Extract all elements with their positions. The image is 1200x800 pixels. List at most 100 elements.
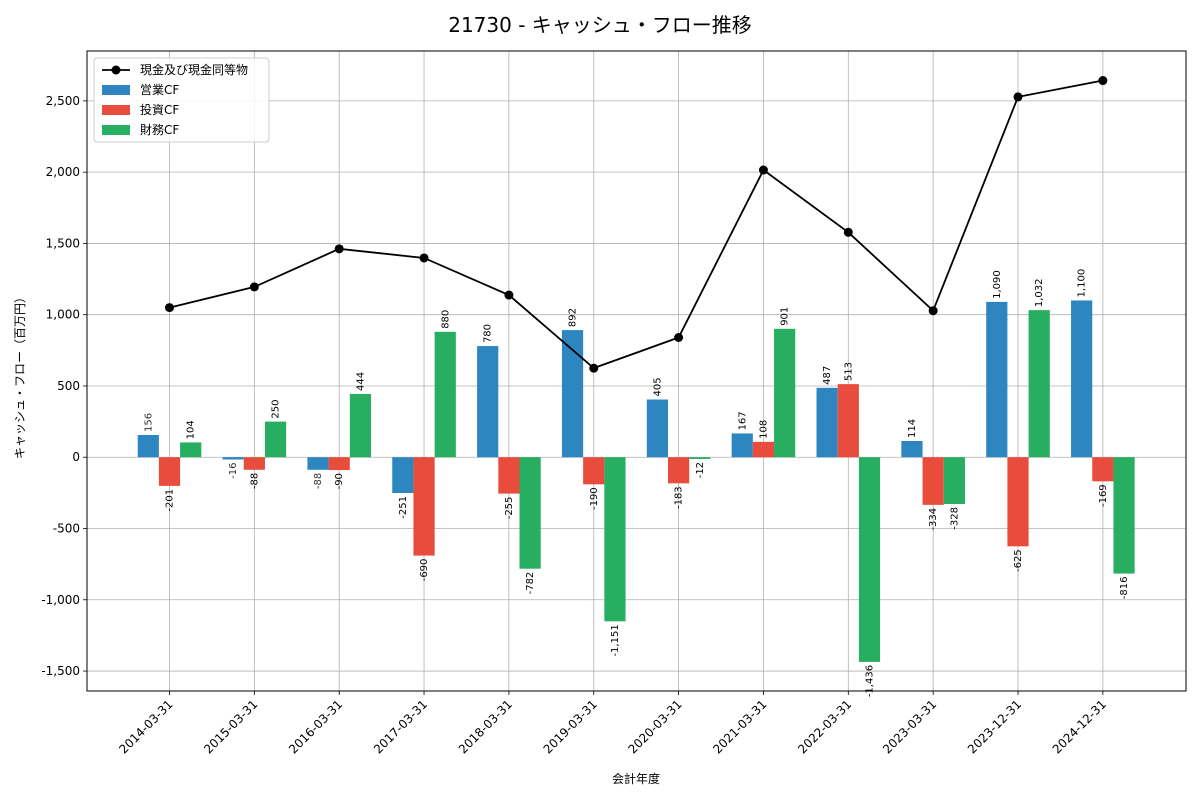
bar-financing bbox=[689, 457, 711, 459]
bar-value-label: -1,151 bbox=[610, 624, 621, 656]
legend-swatch bbox=[102, 85, 130, 95]
cash-point bbox=[1098, 76, 1108, 86]
bar-value-label: -690 bbox=[419, 559, 430, 582]
y-tick-label: -500 bbox=[53, 522, 80, 536]
bar-operating bbox=[901, 440, 923, 458]
cash-point bbox=[165, 303, 174, 313]
bar-investing bbox=[498, 457, 520, 494]
bar-financing bbox=[349, 393, 371, 458]
bar-value-label: -201 bbox=[165, 489, 176, 512]
x-tick-label: 2023-03-31 bbox=[880, 697, 939, 756]
x-tick-label: 2021-03-31 bbox=[710, 697, 769, 756]
bar-investing bbox=[752, 441, 775, 458]
bar-operating bbox=[1071, 300, 1093, 458]
legend-swatch bbox=[102, 125, 130, 135]
x-axis-label: 会計年度 bbox=[612, 771, 660, 786]
bar-financing bbox=[1113, 457, 1135, 574]
bar-investing bbox=[243, 457, 265, 470]
bar-investing bbox=[837, 384, 859, 458]
bar-value-label: 405 bbox=[652, 377, 663, 396]
bar-value-label: 513 bbox=[843, 362, 854, 381]
bar-value-label: 250 bbox=[271, 400, 282, 419]
bar-operating bbox=[986, 301, 1008, 458]
bar-value-label: -90 bbox=[334, 473, 345, 489]
cash-point bbox=[674, 333, 684, 343]
chart-title: 21730 - キャッシュ・フロー推移 bbox=[448, 13, 752, 37]
cash-point bbox=[504, 290, 514, 300]
bar-operating bbox=[392, 457, 414, 494]
x-tick-label: 2018-03-31 bbox=[456, 697, 515, 756]
bar-value-label: -190 bbox=[589, 487, 600, 510]
cash-point bbox=[249, 282, 259, 292]
bar-value-label: 780 bbox=[483, 324, 494, 343]
bar-financing bbox=[519, 457, 541, 569]
bar-value-label: -255 bbox=[504, 497, 515, 520]
legend-label: 投資CF bbox=[140, 102, 179, 117]
bar-financing bbox=[434, 331, 456, 458]
x-tick-label: 2017-03-31 bbox=[371, 697, 430, 756]
bar-investing bbox=[328, 457, 350, 471]
bar-value-label: 880 bbox=[440, 310, 451, 329]
bar-value-label: 108 bbox=[758, 420, 769, 439]
line-series bbox=[165, 76, 1108, 373]
bar-financing bbox=[1028, 310, 1050, 458]
bar-value-label: 114 bbox=[907, 419, 918, 438]
bar-value-label: 1,090 bbox=[992, 270, 1003, 299]
legend-label: 現金及び現金同等物 bbox=[140, 62, 248, 77]
cash-point bbox=[589, 363, 599, 373]
bar-marks bbox=[137, 300, 1135, 662]
legend-swatch bbox=[102, 105, 130, 115]
x-tick-label: 2020-03-31 bbox=[626, 697, 685, 756]
bar-investing bbox=[1092, 457, 1114, 482]
bar-value-label: 444 bbox=[355, 372, 366, 391]
y-tick-label: 1,500 bbox=[46, 236, 80, 250]
y-tick-label: 0 bbox=[72, 450, 80, 464]
data-labels: 156 -16 -88 -251 780 892 405 167 487 114 1,090 1,10… bbox=[143, 269, 1130, 697]
cash-point bbox=[419, 253, 429, 263]
y-tick-label: 1,000 bbox=[46, 308, 80, 322]
cash-line bbox=[169, 79, 1104, 370]
bar-operating bbox=[222, 457, 244, 460]
bar-value-label: 1,032 bbox=[1034, 278, 1045, 307]
bar-value-label: -88 bbox=[249, 473, 260, 489]
bar-financing bbox=[774, 328, 796, 458]
bar-value-label: -782 bbox=[525, 572, 536, 595]
x-tick-label: 2014-03-31 bbox=[116, 697, 175, 756]
y-tick-label: 2,500 bbox=[46, 94, 80, 108]
bar-investing bbox=[158, 457, 181, 486]
bar-operating bbox=[816, 387, 838, 458]
bar-investing bbox=[668, 457, 690, 484]
bar-financing bbox=[264, 421, 287, 458]
bar-operating bbox=[646, 399, 668, 458]
bar-value-label: -169 bbox=[1098, 484, 1109, 507]
bar-value-label: 104 bbox=[186, 420, 197, 439]
bar-financing bbox=[180, 442, 202, 458]
bar-value-label: -625 bbox=[1013, 549, 1024, 572]
bar-operating bbox=[731, 433, 753, 458]
bar-value-label: -88 bbox=[313, 473, 324, 489]
y-tick-label: -1,000 bbox=[41, 593, 80, 607]
bar-operating bbox=[137, 435, 159, 458]
bar-value-label: 892 bbox=[568, 308, 579, 327]
bar-value-label: -334 bbox=[928, 508, 939, 531]
grid-lines bbox=[87, 51, 1186, 691]
cash-point bbox=[928, 306, 938, 316]
bar-value-label: -328 bbox=[949, 507, 960, 530]
bar-value-label: -816 bbox=[1119, 577, 1130, 600]
bar-value-label: 1,100 bbox=[1077, 269, 1088, 298]
bar-financing bbox=[604, 457, 626, 622]
x-tick-label: 2015-03-31 bbox=[201, 697, 260, 756]
bar-financing bbox=[943, 457, 965, 504]
bar-value-label: 487 bbox=[822, 366, 833, 385]
bar-value-label: -1,436 bbox=[865, 665, 876, 697]
bar-value-label: -251 bbox=[398, 496, 409, 519]
bar-value-label: -12 bbox=[695, 462, 706, 478]
legend-box bbox=[93, 57, 270, 143]
x-tick-label: 2024-12-31 bbox=[1050, 697, 1109, 756]
bar-value-label: 901 bbox=[780, 307, 791, 326]
bar-operating bbox=[561, 330, 584, 458]
y-tick-label: -1,500 bbox=[41, 664, 80, 678]
